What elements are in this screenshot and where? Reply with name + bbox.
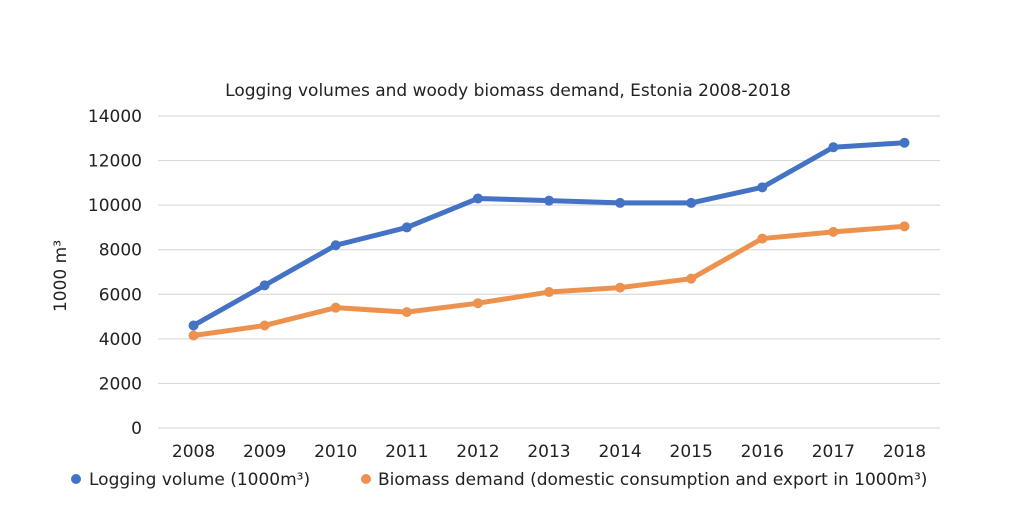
data-point <box>401 222 412 233</box>
y-tick-label: 14000 <box>88 107 142 127</box>
data-point <box>686 197 697 208</box>
data-point <box>472 298 483 309</box>
series-2 <box>188 221 910 341</box>
data-point <box>686 273 697 284</box>
x-tick-label: 2017 <box>812 442 855 462</box>
series-group <box>188 137 910 341</box>
data-point <box>757 233 768 244</box>
data-point <box>615 282 626 293</box>
x-tick-label: 2015 <box>670 442 713 462</box>
legend-item: Logging volume (1000m³) <box>71 470 310 490</box>
series-line <box>191 223 907 339</box>
legend-item: Biomass demand (domestic consumption and… <box>361 470 927 490</box>
data-point <box>828 142 839 153</box>
data-point <box>330 240 341 251</box>
data-point <box>472 193 483 204</box>
legend-label: Logging volume (1000m³) <box>89 470 310 490</box>
legend-marker <box>361 474 371 484</box>
x-tick-label: 2008 <box>172 442 215 462</box>
data-point <box>615 197 626 208</box>
legend-label: Biomass demand (domestic consumption and… <box>378 470 927 490</box>
chart-title: Logging volumes and woody biomass demand… <box>225 81 791 101</box>
legend: Logging volume (1000m³) Biomass demand (d… <box>71 470 927 490</box>
data-point <box>899 221 910 232</box>
data-point <box>259 320 270 331</box>
data-point <box>544 195 554 206</box>
data-point <box>188 320 199 331</box>
data-point <box>401 307 412 318</box>
x-tick-label: 2009 <box>243 442 286 462</box>
y-tick-label: 0 <box>131 419 142 439</box>
x-tick-label: 2018 <box>883 442 926 462</box>
data-point <box>757 182 768 193</box>
x-axis-ticks: 2008 2009 2010 2011 2012 2013 2014 2015 2016 2017… <box>172 442 926 462</box>
x-tick-label: 2012 <box>456 442 499 462</box>
x-tick-label: 2010 <box>314 442 357 462</box>
y-tick-label: 12000 <box>88 152 142 172</box>
y-tick-label: 10000 <box>88 196 142 216</box>
data-point <box>259 280 270 291</box>
x-tick-label: 2014 <box>598 442 641 462</box>
data-point <box>188 330 199 341</box>
y-tick-label: 4000 <box>99 330 142 350</box>
legend-marker <box>71 474 81 484</box>
x-tick-label: 2016 <box>741 442 784 462</box>
y-tick-label: 2000 <box>99 374 142 394</box>
x-tick-label: 2013 <box>527 442 570 462</box>
y-tick-label: 6000 <box>99 285 142 305</box>
data-point <box>899 137 910 148</box>
series-1 <box>188 137 910 331</box>
data-point <box>330 302 341 313</box>
gridlines <box>158 115 940 429</box>
y-axis-ticks: 0 2000 4000 6000 8000 10000 12000 14000 <box>88 107 142 439</box>
x-tick-label: 2011 <box>385 442 428 462</box>
data-point <box>828 226 839 237</box>
y-tick-label: 8000 <box>99 241 142 261</box>
y-axis-label: 1000 m³ <box>51 240 71 312</box>
data-point <box>544 287 554 298</box>
